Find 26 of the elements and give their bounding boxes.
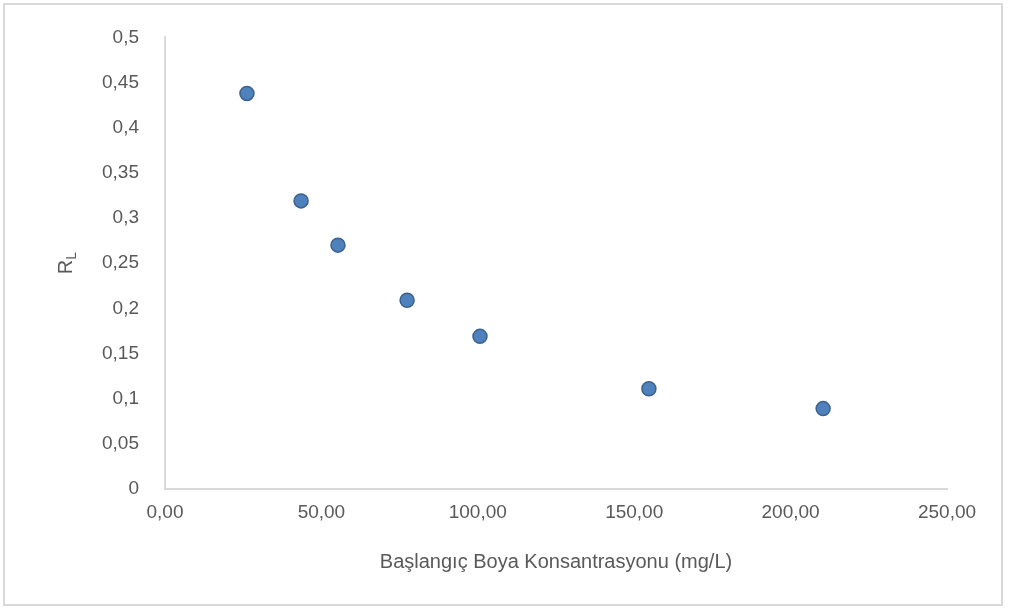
y-tick-label: 0,05 xyxy=(102,432,139,454)
x-tick-label: 100,00 xyxy=(448,500,507,522)
y-tick-label: 0,1 xyxy=(112,386,139,408)
point xyxy=(641,381,657,397)
point xyxy=(399,292,415,308)
y-tick-label: 0,2 xyxy=(112,296,139,318)
point xyxy=(293,193,309,209)
x-axis-title: Başlangıç Boya Konsantrasyonu (mg/L) xyxy=(379,549,733,572)
x-tick-label: 150,00 xyxy=(605,500,664,522)
y-tick-label: 0,25 xyxy=(102,251,139,273)
point xyxy=(472,328,488,345)
point xyxy=(815,400,831,417)
y-tick-label: 0 xyxy=(128,477,139,499)
y-tick-label: 0,35 xyxy=(102,161,139,183)
y-tick-label: 0,3 xyxy=(112,206,139,228)
point xyxy=(239,85,255,102)
y-axis-title: RL xyxy=(53,251,79,275)
x-tick-label: 200,00 xyxy=(761,500,820,522)
point xyxy=(330,237,346,253)
x-tick-label: 0,00 xyxy=(146,500,184,522)
x-tick-label: 50,00 xyxy=(297,500,346,522)
y-tick-label: 0,4 xyxy=(112,115,140,137)
y-tick-label: 0,15 xyxy=(102,341,139,363)
y-tick-label: 0,5 xyxy=(112,25,139,47)
x-tick-label: 250,00 xyxy=(917,500,977,522)
y-tick-label: 0,45 xyxy=(102,70,139,92)
